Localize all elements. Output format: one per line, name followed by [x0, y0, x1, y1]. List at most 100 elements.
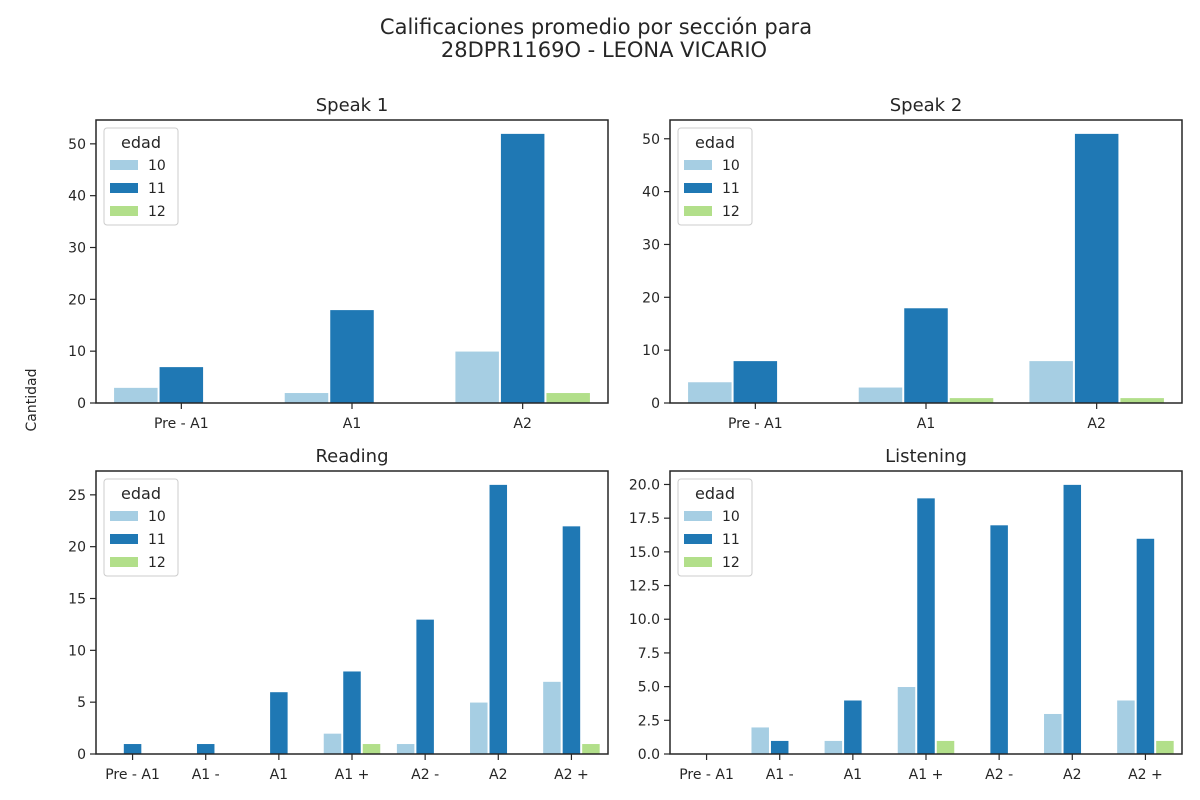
- x-tick-label: A2 +: [554, 767, 589, 783]
- legend-label-10: 10: [722, 509, 740, 525]
- figure-title-line2: 28DPR1169O - LEONA VICARIO: [441, 38, 767, 62]
- y-tick-label: 20: [642, 290, 660, 306]
- legend-label-10: 10: [148, 509, 166, 525]
- legend-swatch-10: [684, 511, 712, 521]
- panel-speak-1: Speak 1 0 10 20 30 40 50 Pre - A1 A1 A2 edad 10 11 12: [68, 95, 609, 432]
- bar-pre-a1-edad-11: [732, 360, 778, 404]
- legend: edad 10 11 12: [103, 478, 179, 577]
- legend-swatch-10: [684, 160, 712, 170]
- legend-title: edad: [695, 133, 735, 152]
- y-tick-label: 15.0: [629, 545, 660, 561]
- legend-label-10: 10: [722, 158, 740, 174]
- y-tick-label: 5.0: [638, 680, 660, 696]
- y-tick-label: 40: [642, 185, 660, 201]
- y-tick-label: 10: [68, 344, 86, 360]
- y-tick-label: 20.0: [629, 477, 660, 493]
- bar-a2-edad-11: [561, 525, 581, 755]
- bar-pre-a1-edad-11: [123, 743, 143, 755]
- legend-label-12: 12: [722, 555, 740, 571]
- panel-listening: Listening 0.0 2.5 5.0 7.5 10.0 12.5 15.0 17.5 20.…: [629, 446, 1183, 783]
- bar-a1-edad-12: [361, 743, 382, 755]
- legend-swatch-12: [684, 557, 712, 567]
- legend-swatch-10: [110, 511, 138, 521]
- x-tick-label: A1: [270, 767, 288, 783]
- bar-a2-edad-12: [1119, 397, 1165, 404]
- legend-label-11: 11: [148, 181, 166, 197]
- panel-title: Speak 2: [890, 95, 963, 116]
- bar-a1-edad-11: [843, 699, 863, 755]
- legend-box: [677, 478, 753, 577]
- bar-a2-edad-11: [488, 484, 508, 755]
- bar-a1-edad-10: [896, 686, 917, 755]
- legend-label-11: 11: [722, 181, 740, 197]
- bar-a2-edad-10: [396, 743, 416, 755]
- y-tick-label: 50: [642, 132, 660, 148]
- x-tick-label: A1 -: [766, 767, 794, 783]
- y-tick-label: 10: [642, 343, 660, 359]
- y-tick-label: 7.5: [638, 646, 660, 662]
- x-tick-label: A2 -: [411, 767, 439, 783]
- panel-speak-2: Speak 2 0 10 20 30 40 50 Pre - A1 A1 A2 edad 10 11 12: [642, 95, 1183, 432]
- bar-a2-edad-11: [500, 133, 546, 404]
- bar-a1-edad-10: [283, 392, 330, 404]
- axes-frame: [669, 470, 1183, 755]
- legend-box: [103, 478, 179, 577]
- y-tick-label: 20: [68, 292, 86, 308]
- x-tick-label: Pre - A1: [728, 416, 783, 432]
- legend-label-10: 10: [148, 158, 166, 174]
- legend-box: [103, 127, 179, 226]
- legend-swatch-11: [110, 534, 138, 544]
- bar-a2-edad-12: [1155, 740, 1175, 755]
- axes-frame: [669, 119, 1183, 404]
- y-tick-label: 0.0: [638, 747, 660, 763]
- legend: edad 10 11 12: [677, 127, 753, 226]
- y-tick-label: 10.0: [629, 612, 660, 628]
- bar-a1-edad-10: [322, 732, 343, 755]
- y-tick-label: 12.5: [629, 579, 660, 595]
- y-axis-label: Cantidad: [24, 369, 40, 432]
- axes-frame: [95, 119, 609, 404]
- legend: edad 10 11 12: [103, 127, 179, 226]
- legend-title: edad: [121, 484, 161, 503]
- y-tick-label: 50: [68, 137, 86, 153]
- x-tick-label: A2: [513, 416, 531, 432]
- y-tick-label: 25: [68, 488, 86, 504]
- x-tick-label: Pre - A1: [154, 416, 209, 432]
- x-tick-label: A2: [489, 767, 507, 783]
- legend-swatch-12: [110, 206, 138, 216]
- y-tick-label: 30: [642, 237, 660, 253]
- y-tick-label: 20: [68, 540, 86, 556]
- x-tick-label: A1: [343, 416, 361, 432]
- bar-a1-edad-12: [948, 397, 995, 404]
- x-tick-label: Pre - A1: [679, 767, 734, 783]
- bar-pre-a1-edad-10: [687, 381, 733, 404]
- y-tick-label: 15: [68, 592, 86, 608]
- legend-box: [677, 127, 753, 226]
- bar-a2-edad-11: [1062, 484, 1082, 755]
- y-tick-label: 0: [77, 747, 86, 763]
- bar-a2-edad-10: [469, 701, 489, 755]
- legend-label-11: 11: [148, 532, 166, 548]
- legend-swatch-11: [684, 534, 712, 544]
- legend-swatch-12: [110, 557, 138, 567]
- x-tick-label: A1 -: [192, 767, 220, 783]
- panel-title: Speak 1: [316, 95, 389, 116]
- bar-a2-edad-10: [454, 350, 500, 404]
- axes-frame: [95, 470, 609, 755]
- bar-a1-edad-10: [823, 740, 843, 755]
- legend-swatch-10: [110, 160, 138, 170]
- legend-title: edad: [121, 133, 161, 152]
- y-tick-label: 5: [77, 695, 86, 711]
- bar-a2-edad-10: [542, 681, 562, 755]
- bar-pre-a1-edad-11: [158, 366, 204, 404]
- bar-a1-edad-11: [269, 691, 289, 755]
- bar-a2-edad-11: [989, 524, 1009, 755]
- legend-label-12: 12: [148, 555, 166, 571]
- bar-a2-edad-11: [415, 618, 435, 755]
- y-tick-label: 30: [68, 241, 86, 257]
- x-tick-label: Pre - A1: [105, 767, 160, 783]
- panel-title: Reading: [315, 446, 388, 467]
- x-tick-label: A2 -: [985, 767, 1013, 783]
- x-tick-label: A1 +: [335, 767, 370, 783]
